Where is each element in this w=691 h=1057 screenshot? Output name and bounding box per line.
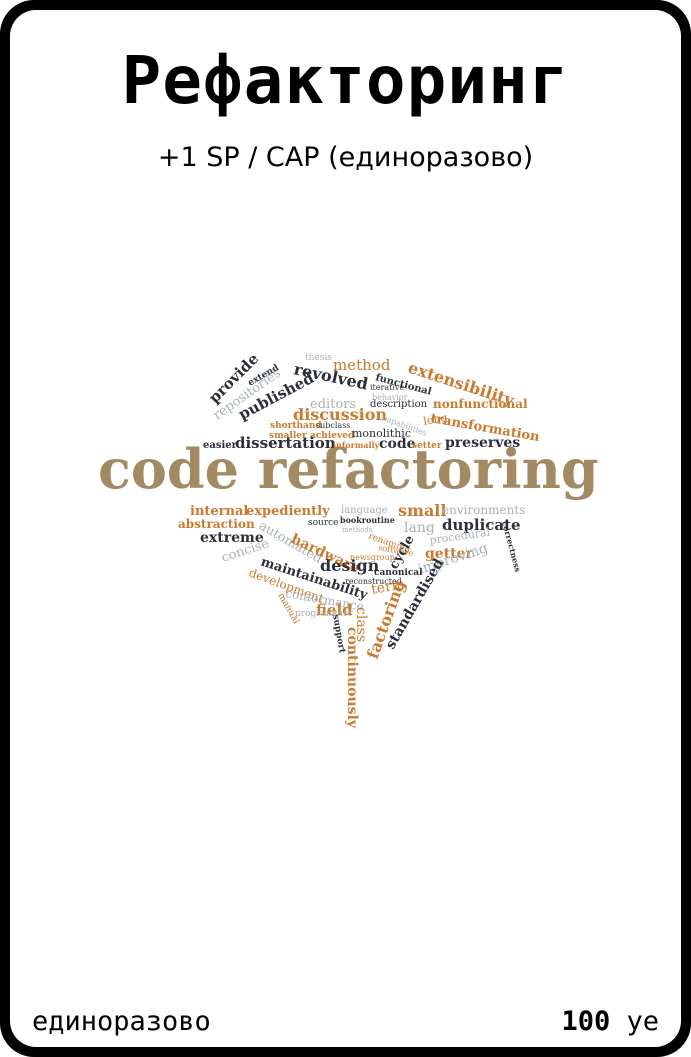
- word-subclass: subclass: [316, 421, 350, 430]
- word-environments: environments: [442, 503, 525, 517]
- word-setter: setter: [412, 441, 442, 451]
- word-bookroutine: bookroutine: [340, 515, 395, 525]
- word-source: source: [308, 518, 339, 528]
- word-thesis: thesis: [305, 353, 332, 363]
- word-code: code: [379, 436, 416, 452]
- usage-label: единоразово: [32, 1006, 211, 1037]
- word-extreme: extreme: [200, 530, 264, 546]
- word-preserves: preserves: [445, 435, 520, 451]
- word-expediently: expediently: [246, 504, 330, 519]
- word-description: description: [370, 399, 428, 410]
- word-monolithic: monolithic: [352, 427, 411, 440]
- word-language: language: [341, 505, 388, 516]
- word-term: term: [370, 576, 406, 598]
- word-iterative: iterative: [370, 383, 404, 392]
- cost-unit: уе: [626, 1006, 659, 1037]
- card-face: Рефакторинг +1 SP / CAP (единоразово) co…: [10, 10, 681, 1047]
- word-smaller: smaller: [269, 431, 307, 441]
- word-reconstructed: reconstructed: [345, 577, 402, 586]
- word-easier: easier: [203, 440, 238, 451]
- card-subtitle: +1 SP / CAP (единоразово): [157, 142, 534, 173]
- word-long: long: [422, 411, 448, 428]
- word-achieved: achieved: [310, 431, 355, 441]
- word-shorthand: shorthand: [270, 421, 322, 431]
- word-programmer: programmer: [295, 609, 353, 619]
- word-behavior: behavior: [372, 393, 408, 402]
- word-canonical: canonical: [374, 568, 423, 578]
- word-code-refactoring: code refactoring: [98, 437, 599, 501]
- word-informally: informally: [333, 440, 380, 450]
- word-methods: methods: [342, 526, 373, 534]
- word-field: field: [316, 601, 353, 619]
- word-duplicate: duplicate: [442, 516, 521, 534]
- word-editors: editors: [310, 397, 356, 412]
- cost-value: 100: [561, 1006, 611, 1037]
- word-method: method: [333, 356, 391, 374]
- word-cloud-illustration: code refactoringproviderepositoriesexten…: [98, 350, 599, 729]
- word-continuously: continuously: [344, 627, 360, 729]
- word-lang: lang: [404, 520, 435, 536]
- word-internal: internal: [190, 504, 248, 519]
- word-class: class: [353, 607, 369, 642]
- word-newsgroup: newsgroup: [350, 553, 395, 562]
- word-getter: getter: [425, 546, 474, 562]
- card-title: Рефакторинг: [121, 42, 570, 119]
- word-design: design: [320, 556, 380, 575]
- word-nonfunctional: nonfunctional: [433, 397, 528, 411]
- word-discussion: discussion: [293, 405, 387, 424]
- cost-label: 100 уе: [561, 1006, 659, 1037]
- word-abstraction: abstraction: [178, 517, 255, 531]
- word-small: small: [398, 501, 446, 520]
- word-dissertation: dissertation: [235, 434, 336, 452]
